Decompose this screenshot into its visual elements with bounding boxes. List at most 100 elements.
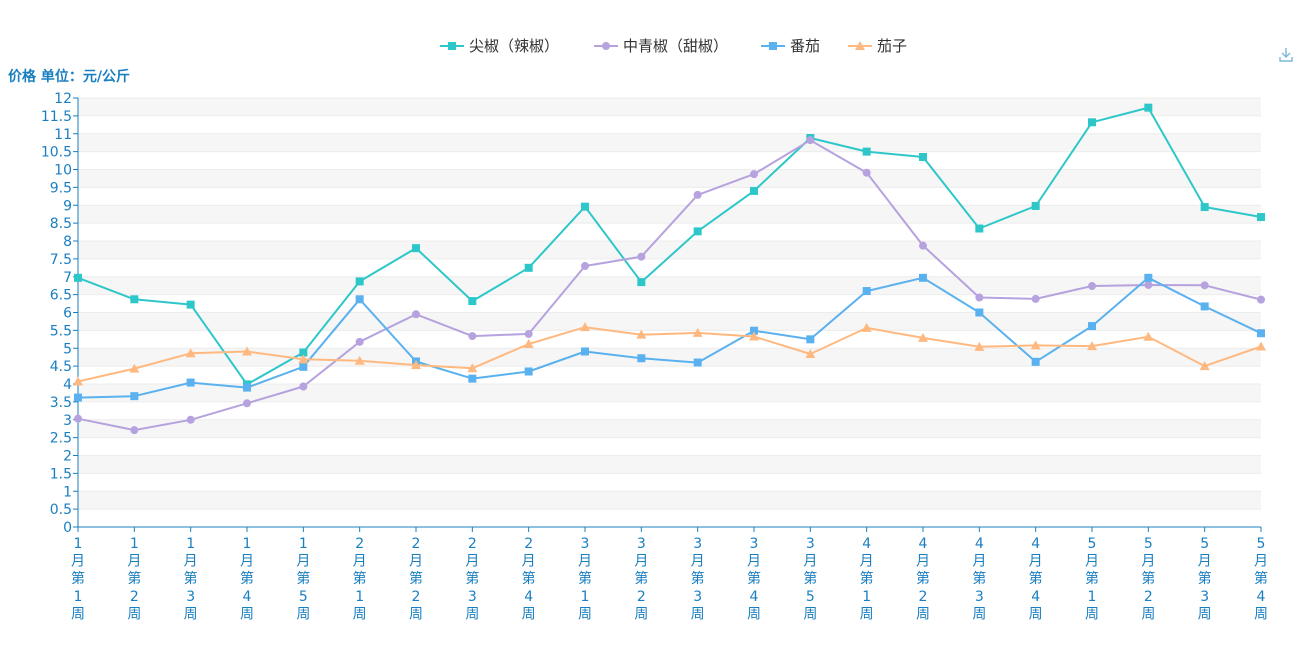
data-point <box>467 363 478 373</box>
data-point <box>298 354 309 364</box>
data-point <box>862 168 871 177</box>
y-tick-label: 4.5 <box>50 359 72 375</box>
y-tick-label: 11 <box>54 127 72 143</box>
data-point <box>806 335 815 344</box>
y-tick-label: 8 <box>63 234 72 250</box>
data-point <box>1031 294 1040 303</box>
x-tick-label: 3 月第 3 周 <box>691 536 705 622</box>
data-point <box>74 414 82 423</box>
y-tick-label: 10 <box>54 163 72 179</box>
grid-band <box>78 169 1261 188</box>
data-point <box>299 348 308 357</box>
data-point <box>1143 331 1154 341</box>
data-point <box>1200 281 1209 290</box>
data-point <box>975 224 984 233</box>
x-tick-label: 4 月第 2 周 <box>916 536 930 622</box>
x-tick-label: 2 月第 4 周 <box>522 536 536 622</box>
x-tick-label: 3 月第 1 周 <box>578 536 592 622</box>
x-tick-label: 3 月第 4 周 <box>747 536 761 622</box>
data-point <box>918 332 928 342</box>
legend-item[interactable]: 茄子 <box>848 37 907 55</box>
x-tick-label: 5 月第 4 周 <box>1254 536 1268 622</box>
data-point <box>862 287 871 296</box>
data-point <box>1088 282 1096 291</box>
y-tick-label: 2 <box>63 449 72 465</box>
series-1 <box>74 136 1265 435</box>
grid-band <box>78 419 1261 438</box>
data-point <box>355 295 364 304</box>
legend[interactable]: 尖椒（辣椒） 中青椒（甜椒） 番茄 茄子 <box>440 37 907 55</box>
data-point <box>299 382 308 391</box>
legend-marker <box>769 42 777 50</box>
x-tick-label: 5 月第 3 周 <box>1198 536 1212 622</box>
data-point <box>975 308 984 317</box>
y-tick-label: 0 <box>63 520 72 536</box>
data-point <box>73 376 83 386</box>
legend-label: 番茄 <box>790 37 820 55</box>
data-point <box>1030 340 1041 350</box>
x-tick-label: 3 月第 5 周 <box>803 536 817 622</box>
grid-band <box>78 241 1261 259</box>
data-point <box>1144 103 1153 112</box>
data-point <box>1256 341 1266 351</box>
grid-band <box>78 312 1261 331</box>
grid-band <box>78 348 1261 367</box>
x-tick-label: 1 月第 1 周 <box>71 536 85 622</box>
y-tick-label: 7.5 <box>50 252 72 268</box>
data-point <box>750 186 758 195</box>
data-point <box>1257 213 1265 222</box>
legend-item[interactable]: 尖椒（辣椒） <box>440 37 559 55</box>
legend-label: 尖椒（辣椒） <box>469 37 559 55</box>
x-tick-label: 5 月第 1 周 <box>1085 536 1099 622</box>
y-tick-label: 6.5 <box>50 288 72 304</box>
series-lines <box>73 103 1266 435</box>
data-point <box>412 244 420 253</box>
y-tick-label: 3.5 <box>50 395 72 411</box>
data-point <box>975 293 984 302</box>
data-point <box>637 252 646 261</box>
y-tick-label: 5 <box>63 341 72 357</box>
y-tick-label: 10.5 <box>41 145 72 161</box>
data-point <box>974 341 985 351</box>
grid-band <box>78 491 1261 510</box>
grid-bands <box>78 98 1261 510</box>
y-tick-label: 6 <box>63 306 72 322</box>
data-point <box>411 360 421 370</box>
data-point <box>354 355 365 365</box>
data-point <box>693 358 702 367</box>
x-tick-label: 4 月第 3 周 <box>972 536 986 622</box>
data-point <box>74 393 82 402</box>
y-tick-labels: 00.511.522.533.544.555.566.577.588.599.5… <box>41 91 72 536</box>
data-point <box>243 383 251 392</box>
data-point <box>580 322 590 332</box>
grid-band <box>78 455 1261 474</box>
x-tick-label: 2 月第 1 周 <box>353 536 367 622</box>
download-icon[interactable] <box>1279 48 1293 62</box>
y-tick-label: 4 <box>63 377 72 393</box>
data-point <box>468 332 477 341</box>
data-point <box>581 262 589 271</box>
data-point <box>1087 341 1097 351</box>
legend-item[interactable]: 番茄 <box>761 37 820 55</box>
data-point <box>243 399 251 408</box>
grid-lines <box>78 97 1261 528</box>
data-point <box>862 147 871 156</box>
data-point <box>1031 357 1040 366</box>
data-point <box>805 348 816 358</box>
data-point <box>299 362 308 371</box>
grid-band <box>78 205 1261 224</box>
data-point <box>636 329 647 339</box>
y-tick-label: 9.5 <box>50 180 72 196</box>
data-point <box>1200 302 1209 311</box>
series-line <box>77 106 1262 386</box>
data-point <box>524 329 533 338</box>
data-point <box>1088 322 1096 331</box>
legend-item[interactable]: 中青椒（甜椒） <box>594 37 728 55</box>
x-tick-label: 5 月第 2 周 <box>1141 536 1155 622</box>
legend-marker <box>448 42 456 50</box>
data-point <box>919 152 927 161</box>
y-tick-label: 3 <box>63 413 72 429</box>
y-tick-label: 12 <box>54 91 72 107</box>
x-tick-label: 2 月第 2 周 <box>409 536 423 622</box>
